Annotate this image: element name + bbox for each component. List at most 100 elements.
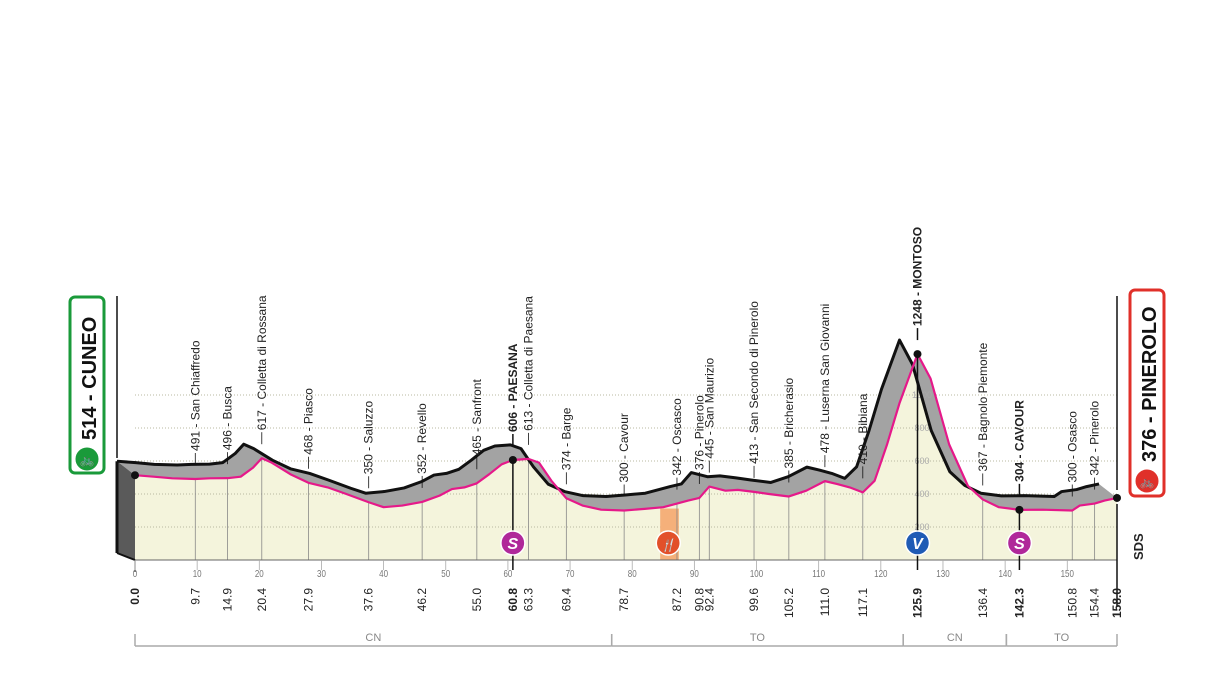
km-label: 142.3	[1012, 588, 1026, 618]
finish-bike-icon: 🚲	[1140, 475, 1155, 489]
key-point-dot	[1113, 493, 1121, 502]
x-tick-label: 130	[936, 568, 949, 579]
km-label: 125.9	[910, 588, 924, 618]
province-label: TO	[1054, 632, 1070, 644]
waypoint-label: 410 - Bibiana	[856, 393, 870, 464]
km-label: 20.4	[255, 588, 269, 612]
elevation-tick-label: 600	[914, 456, 929, 466]
climb-glyph: V	[912, 536, 924, 553]
climb-badge	[904, 530, 931, 556]
waypoint-label: 367 - Bagnolo Piemonte	[976, 342, 990, 471]
feed-zone-badge	[655, 530, 682, 556]
waypoint-label: 374 - Barge	[559, 407, 573, 470]
elevation-tick-label: 400	[914, 489, 929, 499]
waypoint-label: 465 - Sanfront	[470, 379, 484, 456]
x-tick-label: 150	[1061, 568, 1074, 579]
start-badge	[68, 295, 106, 475]
waypoint-label: 300 - Cavour	[617, 413, 631, 482]
waypoint-label: 613 - Colletta di Paesana	[521, 296, 535, 431]
waypoint-label: 617 - Colletta di Rossana	[255, 295, 269, 430]
road-line	[134, 352, 1118, 512]
province-label: TO	[750, 632, 766, 644]
province-label: CN	[365, 632, 381, 644]
waypoint-label: 350 - Saluzzo	[362, 401, 376, 475]
x-tick-label: 110	[812, 568, 825, 579]
km-label: 136.4	[976, 588, 990, 618]
km-label: 27.9	[301, 588, 315, 612]
waypoint-label: 385 - Bricherasio	[782, 377, 796, 468]
x-tick-label: 10	[193, 568, 202, 579]
waypoint-label: 300 - Osasco	[1065, 411, 1079, 483]
climb-v-icon: V	[904, 530, 931, 556]
km-label: 150.8	[1065, 588, 1079, 618]
km-label: 63.3	[521, 588, 535, 612]
km-label: 87.2	[670, 588, 684, 612]
waypoint-label: 606 - PAESANA	[506, 343, 520, 432]
waypoint-label: 496 - Busca	[221, 386, 235, 450]
finish-label: 376 - PINEROLO	[1139, 306, 1161, 462]
finish-badge	[1128, 288, 1166, 498]
key-point-dot	[1015, 505, 1024, 514]
profile-side-face	[117, 461, 135, 560]
km-label: 55.0	[470, 588, 484, 612]
km-label: 117.1	[856, 588, 870, 617]
waypoint-label: 376 - Pinerolo	[692, 395, 706, 470]
waypoint-label: 478 - Luserna San Giovanni	[818, 304, 832, 453]
sprint-glyph: S	[508, 536, 519, 553]
km-label: 69.4	[559, 588, 573, 612]
km-label: 99.6	[747, 588, 761, 612]
x-tick-label: 60	[503, 568, 512, 579]
start-cyclist-icon	[74, 446, 100, 472]
x-tick-label: 50	[441, 568, 450, 579]
km-label: 37.6	[362, 588, 376, 612]
x-tick-label: 20	[255, 568, 264, 579]
province-label: CN	[947, 632, 963, 644]
x-tick-label: 90	[690, 568, 699, 579]
key-point-dot	[913, 350, 922, 359]
waypoint-label: 1248 - MONTOSO	[910, 227, 924, 326]
x-tick-label: 120	[874, 568, 887, 579]
x-tick-label: 40	[379, 568, 388, 579]
km-label: 9.7	[188, 588, 202, 605]
start-bike-icon: 🚲	[80, 453, 95, 467]
km-label: 111.0	[818, 588, 832, 617]
elevation-tick-label: 200	[914, 522, 929, 532]
key-point-dot	[508, 456, 517, 465]
feed-zone-icon: 🍴	[655, 530, 682, 556]
waypoint-label: 342 - Pinerolo	[1088, 401, 1102, 476]
km-label: 60.8	[506, 588, 520, 612]
km-label: 46.2	[415, 588, 429, 612]
waypoint-label: 352 - Revello	[415, 403, 429, 474]
x-tick-label: 30	[317, 568, 326, 579]
waypoint-label: 491 - San Chiaffredo	[188, 340, 202, 451]
sprint-glyph: S	[1014, 536, 1025, 553]
sprint-badge	[500, 530, 526, 556]
km-label: 105.2	[782, 588, 796, 618]
x-tick-label: 100	[750, 568, 763, 579]
km-label: 158.0	[1110, 588, 1124, 618]
km-label: 90.8	[692, 588, 706, 612]
km-label: 14.9	[221, 588, 235, 612]
x-tick-label: 80	[628, 568, 637, 579]
x-tick-label: 70	[566, 568, 575, 579]
sprint-s-icon: S	[1006, 530, 1033, 556]
sprint-s-icon: S	[500, 530, 526, 556]
waypoint-label: 413 - San Secondo di Pinerolo	[747, 301, 761, 464]
km-label: 154.4	[1088, 588, 1102, 618]
profile-side-edge	[116, 552, 136, 561]
feed-zone-glyph: 🍴	[661, 538, 676, 552]
sprint-badge	[1006, 530, 1033, 556]
waypoint-label: 342 - Oscasco	[670, 398, 684, 476]
profile-outline	[116, 338, 1100, 498]
km-label: 78.7	[617, 588, 631, 612]
relief-area	[117, 340, 1117, 511]
km-label: 0.0	[128, 588, 142, 605]
km-label: 92.4	[702, 588, 716, 612]
sds-label: SDS	[1131, 533, 1146, 560]
waypoint-label: 468 - Piasco	[301, 388, 315, 455]
x-tick-label: 0	[133, 568, 137, 579]
elevation-tick-label: 800	[914, 423, 929, 433]
key-point-dot	[131, 471, 139, 480]
finish-cyclist-icon	[1134, 468, 1160, 494]
start-label: 514 - CUNEO	[79, 317, 101, 440]
